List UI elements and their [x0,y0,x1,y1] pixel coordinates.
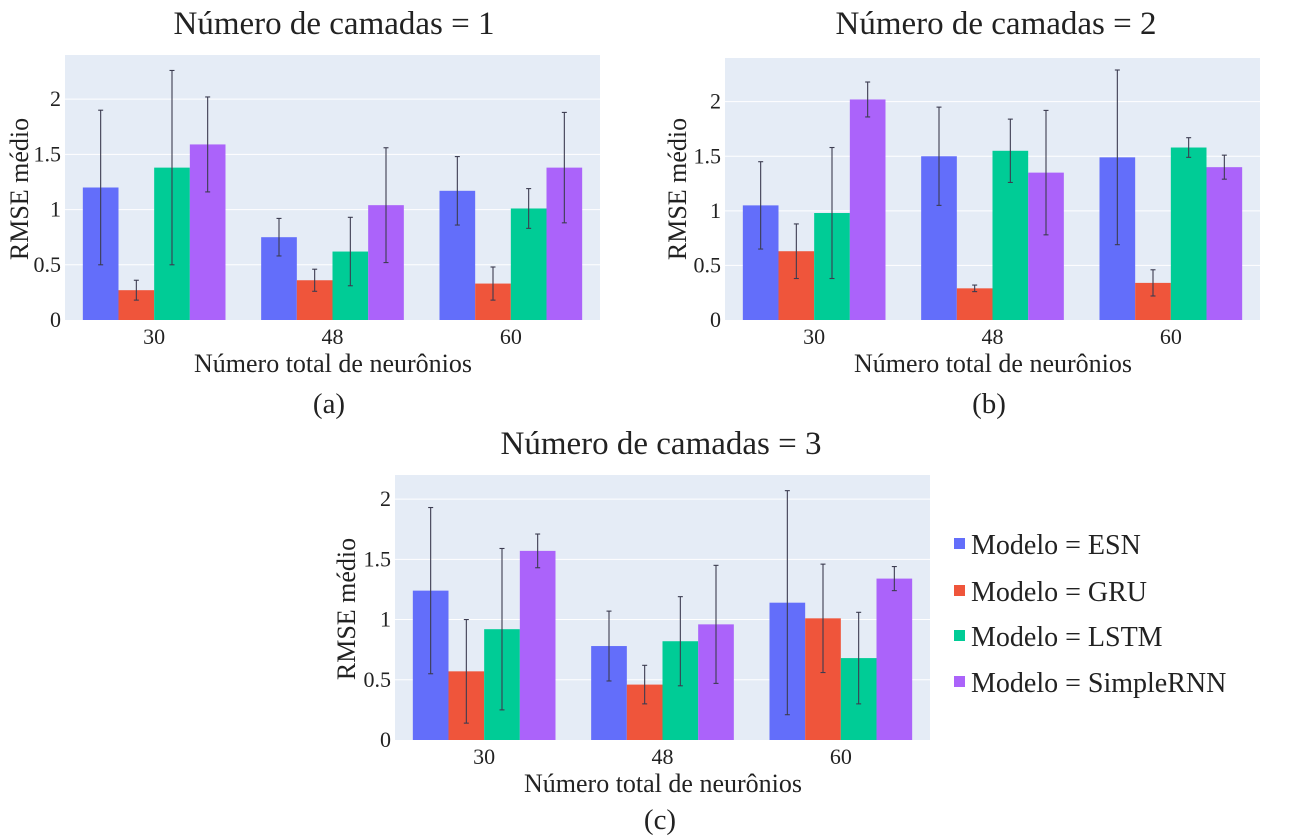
y-tick-label: 0 [380,727,391,752]
plot-area: 0 0.5 1 1.5 2 [34,55,600,332]
panel-caption: (b) [972,388,1006,420]
error-bar [829,146,835,280]
legend-swatch-lstm [954,630,965,641]
error-bar [312,268,318,292]
y-tick-label: 0.5 [364,667,392,692]
error-bar [972,284,978,293]
error-bar [347,216,353,287]
error-bar [276,217,282,257]
y-axis-title: RMSE médio [5,118,34,260]
error-bar [133,279,139,301]
x-axis-title: Número total de neurônios [524,769,802,798]
error-bar [936,106,942,206]
y-tick-label: 0.5 [34,252,62,277]
y-axis-title: RMSE médio [332,538,361,680]
error-bar [642,664,648,705]
legend-label-gru: Modelo = GRU [971,577,1147,608]
y-tick-label: 0 [710,307,721,332]
error-bar [535,533,541,569]
error-bar [856,611,862,705]
x-tick-label: 48 [652,744,674,769]
y-tick-label: 1 [710,198,721,223]
error-bar [820,563,826,674]
error-bar [1007,118,1013,183]
error-bar [677,596,683,687]
y-tick-label: 1.5 [34,141,62,166]
error-bar [793,223,799,280]
chart-title: Número de camadas = 2 [836,6,1157,42]
error-bar [490,266,496,301]
x-tick-label: 60 [500,324,522,349]
x-tick-label: 60 [1160,324,1182,349]
legend-label-lstm: Modelo = LSTM [971,622,1163,653]
legend-swatch-simplernn [954,676,965,687]
x-axis-title: Número total de neurônios [854,349,1132,378]
y-tick-label: 1 [50,197,61,222]
error-bar [499,547,505,711]
error-bar [606,610,612,682]
x-tick-label: 30 [143,324,165,349]
error-bar [463,618,469,724]
bar-simplernn [849,99,886,320]
plot-area: 0 0.5 1 1.5 2 [364,475,930,752]
plot-area: 0 0.5 1 1.5 2 [694,58,1260,332]
error-bar [1221,154,1227,180]
error-bar [526,188,532,229]
error-bar [1186,137,1192,158]
error-bar [1114,69,1120,246]
y-axis-title: RMSE médio [663,118,692,260]
error-bar [758,161,764,250]
error-bar [891,565,897,592]
error-bar [98,109,104,266]
legend-label-simplernn: Modelo = SimpleRNN [971,668,1226,699]
panel-caption: (a) [313,388,345,420]
chart-panel-a: 0 0.5 1 1.5 2 Número de camadas = 1 Número t… [5,6,600,420]
chart-title: Número de camadas = 3 [501,426,822,462]
legend-swatch-esn [954,538,965,549]
panel-caption: (c) [644,804,676,836]
legend-label-esn: Modelo = ESN [971,530,1141,561]
legend-swatch-gru [954,585,965,596]
y-tick-label: 1 [380,607,391,632]
legend: Modelo = ESN Modelo = GRU Modelo = LSTM … [954,530,1226,699]
error-bar [383,147,389,264]
bar-simplernn [876,578,913,740]
x-tick-label: 30 [803,324,825,349]
x-tick-label: 30 [473,744,495,769]
y-tick-label: 2 [710,89,721,114]
error-bar [784,490,790,716]
bar-simplernn [519,550,556,740]
y-tick-label: 1.5 [694,143,722,168]
y-tick-label: 0.5 [694,252,722,277]
y-tick-label: 0 [50,307,61,332]
x-tick-label: 48 [982,324,1004,349]
chart-title: Número de camadas = 1 [174,6,495,42]
chart-panel-c: 0 0.5 1 1.5 2 Número de camadas = 3 Número t… [332,426,930,836]
error-bar [713,564,719,684]
error-bar [169,69,175,266]
y-tick-label: 1.5 [364,546,392,571]
bar-simplernn [1206,167,1243,320]
error-bar [1150,269,1156,297]
y-tick-label: 2 [50,86,61,111]
x-tick-label: 48 [322,324,344,349]
bar-gru [956,288,993,320]
y-tick-label: 2 [380,486,391,511]
error-bar [561,111,567,224]
error-bar [1043,109,1049,236]
bar-lstm [1170,147,1207,320]
error-bar [205,96,211,193]
x-tick-label: 60 [830,744,852,769]
error-bar [865,81,871,118]
x-axis-title: Número total de neurônios [194,349,472,378]
error-bar [454,156,460,226]
chart-panel-b: 0 0.5 1 1.5 2 Número de camadas = 2 Número t… [663,6,1260,420]
error-bar [428,506,434,675]
